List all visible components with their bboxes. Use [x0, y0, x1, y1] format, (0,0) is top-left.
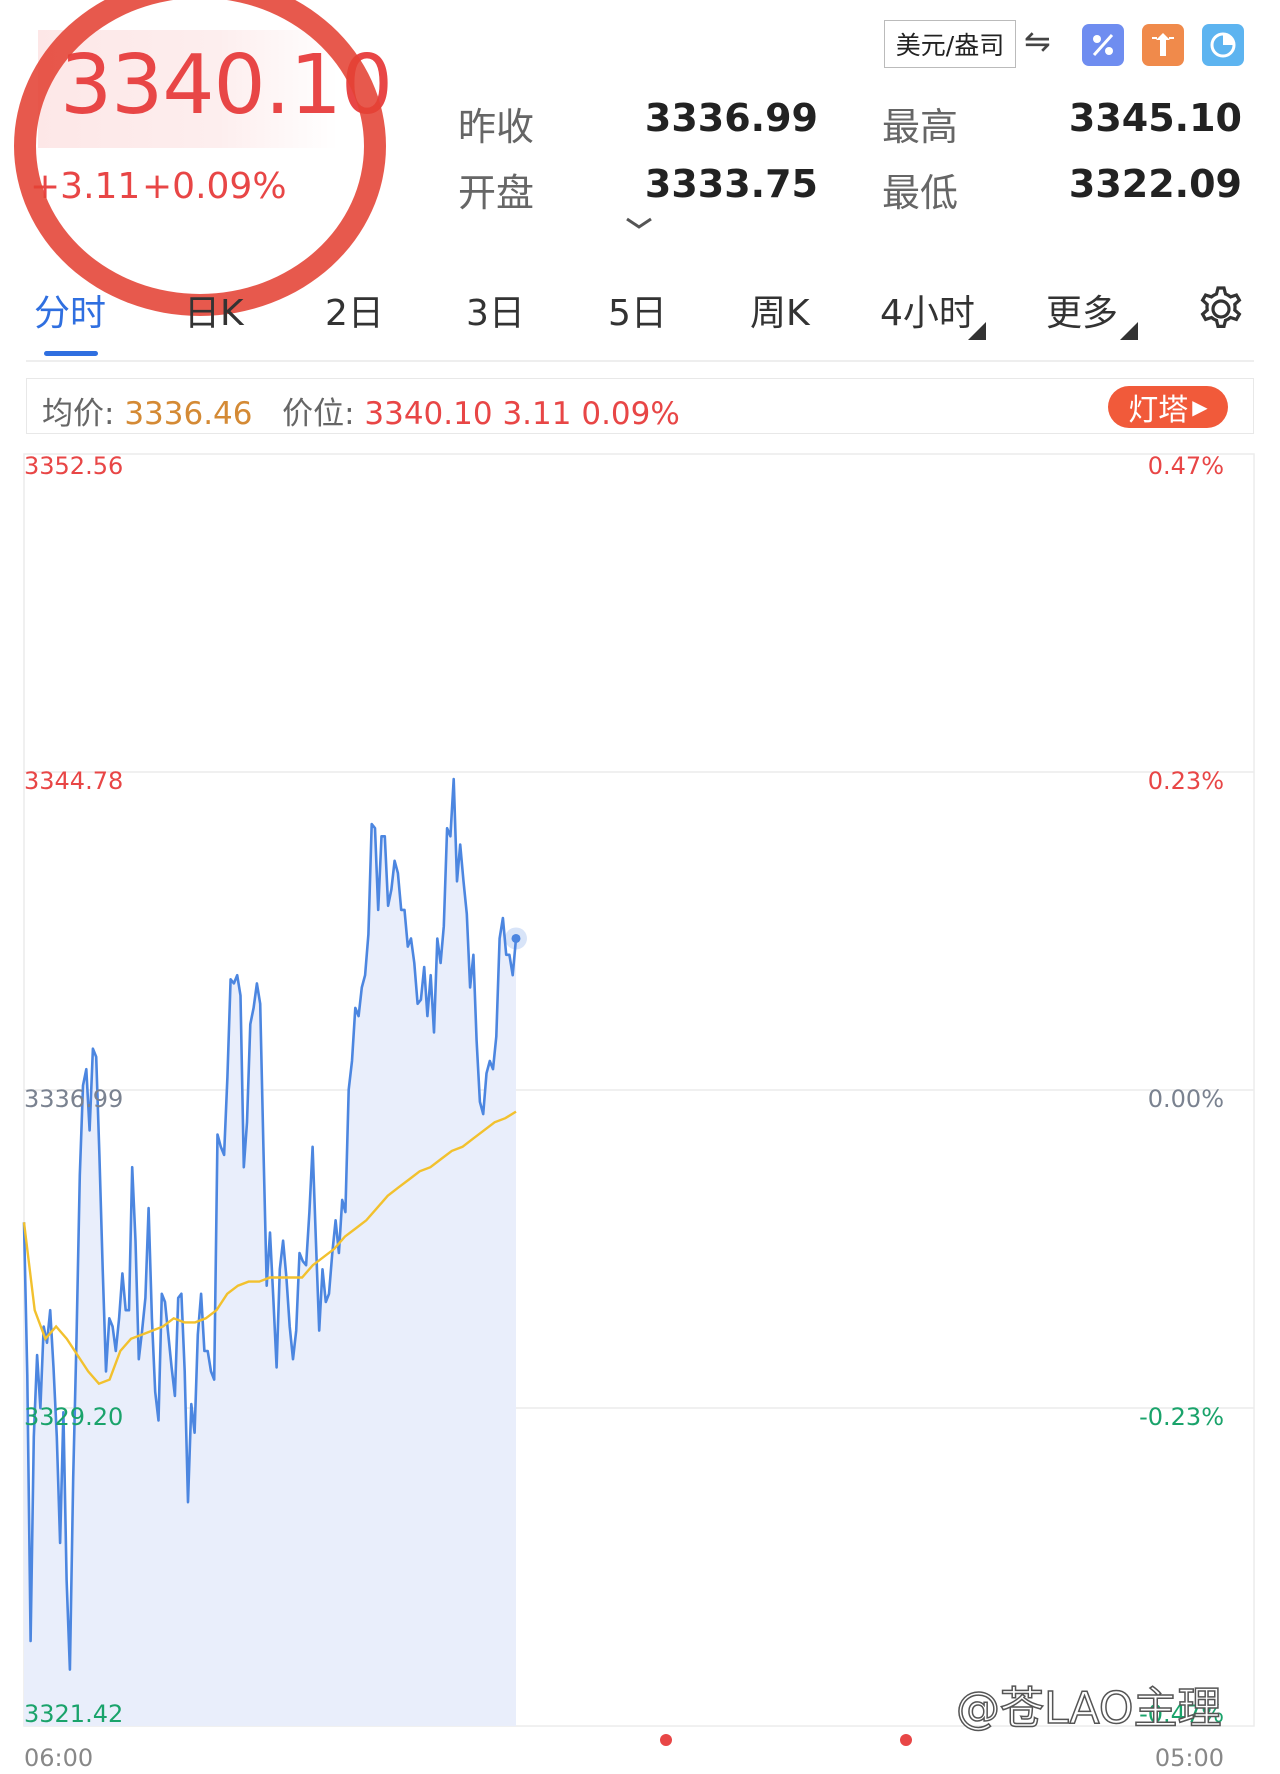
event-dot [660, 1734, 672, 1746]
lighthouse-button[interactable]: 灯塔 ▶ [1108, 386, 1228, 428]
percent-icon[interactable] [1082, 24, 1124, 66]
low-value: 3322.09 [1068, 162, 1242, 206]
currency-unit-box[interactable]: 美元/盎司 [884, 20, 1016, 68]
low-label: 最低 [882, 171, 959, 215]
avg-price-label: 均价: [42, 396, 115, 432]
y-axis-label-right: 0.47% [1148, 452, 1224, 480]
x-axis-end-label: 05:00 [1155, 1744, 1224, 1772]
tab-fenshi[interactable]: 分时 [34, 293, 107, 334]
dropdown-corner-icon [1120, 322, 1138, 340]
price-line [22, 777, 518, 1671]
watermark: @苍LAO主理 [955, 1682, 1222, 1735]
y-axis-label-right: -0.23% [1139, 1403, 1224, 1431]
prev-close-label: 昨收 [458, 105, 535, 149]
prev-close-value: 3336.99 [644, 96, 818, 140]
tab-5day[interactable]: 5日 [608, 293, 667, 334]
open-label: 开盘 [458, 171, 535, 215]
tab-4hour[interactable]: 4小时 [880, 293, 975, 334]
current-point [511, 933, 521, 943]
tab-daily-k[interactable]: 日K [184, 293, 244, 334]
price-level-value: 3340.10 [364, 396, 493, 432]
open-value: 3333.75 [644, 162, 818, 206]
active-tab-indicator [44, 351, 98, 356]
play-triangle-icon: ▶ [1192, 395, 1208, 419]
y-axis-label-left: 3321.42 [24, 1700, 123, 1728]
info-bar-text: 均价: 3336.46 价位: 3340.10 3.11 0.09% [42, 388, 680, 433]
swap-icon[interactable]: ⇋ [1024, 22, 1051, 60]
y-axis-label-right: 0.00% [1148, 1085, 1224, 1113]
y-axis-label-right: 0.23% [1148, 767, 1224, 795]
y-axis-label-left: 3329.20 [24, 1403, 123, 1431]
tab-2day[interactable]: 2日 [325, 293, 384, 334]
y-axis-label-right: -0.47% [1139, 1700, 1224, 1728]
tab-divider [26, 360, 1254, 362]
event-dot [900, 1734, 912, 1746]
settings-gear-icon[interactable] [1196, 284, 1246, 334]
price-change-value: 3.11 [502, 396, 572, 432]
price-change-pct: 0.09% [581, 396, 680, 432]
high-value: 3345.10 [1068, 96, 1242, 140]
annotation-circle [14, 0, 386, 316]
tab-weekly-k[interactable]: 周K [750, 293, 810, 334]
y-axis-label-left: 3344.78 [24, 767, 123, 795]
pie-chart-icon[interactable] [1202, 24, 1244, 66]
tab-3day[interactable]: 3日 [466, 293, 525, 334]
chart-info-bar [26, 378, 1254, 434]
lighthouse-icon[interactable] [1142, 24, 1184, 66]
avg-price-value: 3336.46 [124, 396, 253, 432]
x-axis-start-label: 06:00 [24, 1744, 93, 1772]
tab-more[interactable]: 更多 [1046, 293, 1119, 334]
average-price-line [22, 1110, 517, 1386]
price-level-label: 价位: [282, 396, 355, 432]
y-axis-label-left: 3336.99 [24, 1085, 123, 1113]
lighthouse-label: 灯塔 [1128, 393, 1189, 428]
intraday-chart[interactable]: 3352.56 0.47% 3344.78 0.23% 3336.99 0.00% 3329… [0, 436, 1280, 1774]
y-axis-label-left: 3352.56 [24, 452, 123, 480]
expand-chevron-icon[interactable] [624, 214, 654, 234]
high-label: 最高 [882, 105, 959, 149]
dropdown-corner-icon [968, 322, 986, 340]
